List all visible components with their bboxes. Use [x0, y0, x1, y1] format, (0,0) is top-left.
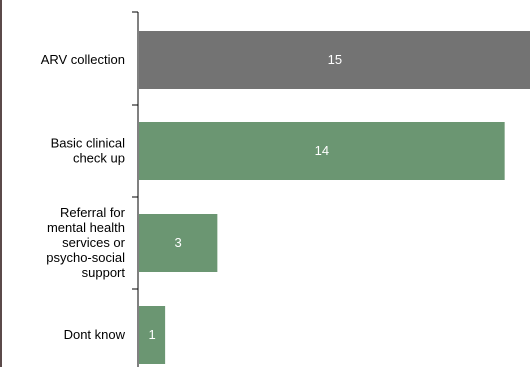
data-label: 14 [315, 143, 329, 158]
category-label: Basic clinical check up [51, 136, 126, 166]
bar-series [139, 31, 530, 364]
bar [139, 122, 505, 180]
data-label: 1 [148, 327, 155, 342]
y-axis [132, 11, 139, 367]
category-label: Referral for mental health services or psyc… [46, 205, 125, 280]
bar [139, 31, 530, 89]
category-labels: ARV collection Basic clinical check up Refe… [41, 52, 126, 342]
left-edge-line [0, 0, 2, 367]
data-labels: 15 14 3 1 [148, 52, 342, 342]
category-label: ARV collection [41, 52, 125, 67]
bar [139, 306, 166, 364]
category-label: Dont know [64, 327, 126, 342]
bar [139, 214, 218, 272]
data-label: 15 [328, 52, 342, 67]
data-label: 3 [175, 235, 182, 250]
